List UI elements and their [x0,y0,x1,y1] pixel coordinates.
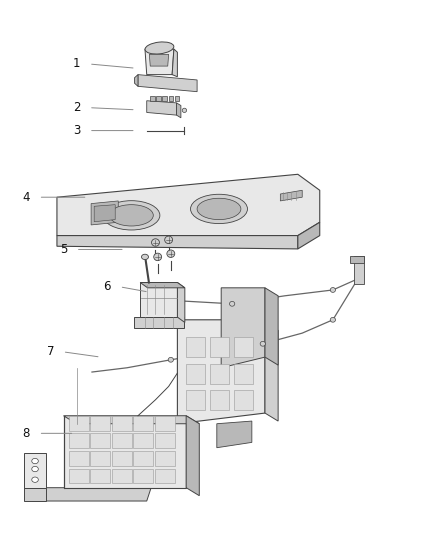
Ellipse shape [260,341,265,346]
Polygon shape [172,49,177,77]
Polygon shape [175,96,179,101]
Polygon shape [265,320,278,421]
Polygon shape [186,416,199,496]
Bar [69,469,89,483]
Bar [210,364,229,384]
Polygon shape [57,236,298,249]
Ellipse shape [197,198,241,220]
Ellipse shape [110,205,153,226]
Polygon shape [177,320,265,424]
Ellipse shape [141,254,148,260]
Text: 2: 2 [73,101,81,114]
Polygon shape [350,256,364,263]
Polygon shape [354,256,364,284]
Text: 6: 6 [103,280,111,293]
Polygon shape [177,282,185,322]
Bar [186,364,205,384]
Text: 1: 1 [73,58,81,70]
Bar [69,416,89,431]
Polygon shape [169,96,173,101]
Bar [112,451,132,466]
Polygon shape [217,421,252,448]
Polygon shape [149,54,169,66]
Polygon shape [162,96,167,101]
Ellipse shape [330,317,336,322]
Bar [112,433,132,448]
Polygon shape [140,282,177,317]
Bar [90,433,110,448]
Ellipse shape [32,458,38,464]
Bar [155,469,175,483]
Ellipse shape [182,108,187,112]
Polygon shape [221,288,265,368]
Polygon shape [265,288,278,365]
Polygon shape [33,488,151,501]
Polygon shape [138,75,197,92]
Polygon shape [145,49,174,75]
Bar [155,433,175,448]
Polygon shape [24,453,46,488]
Ellipse shape [152,239,159,246]
Polygon shape [134,75,138,86]
Polygon shape [94,205,115,222]
Bar [155,451,175,466]
Bar [112,469,132,483]
Ellipse shape [191,194,247,223]
Bar [69,433,89,448]
Text: 7: 7 [46,345,54,358]
Ellipse shape [145,42,174,54]
Ellipse shape [168,357,173,362]
Polygon shape [140,282,185,288]
Bar [133,416,153,431]
Bar [90,469,110,483]
Bar [112,416,132,431]
Polygon shape [64,416,199,424]
Polygon shape [64,416,186,488]
Bar [133,451,153,466]
Polygon shape [91,201,118,225]
Polygon shape [280,190,302,201]
Polygon shape [57,174,320,236]
Ellipse shape [103,200,160,230]
Ellipse shape [32,466,38,472]
Polygon shape [177,103,181,118]
Ellipse shape [154,253,162,261]
Polygon shape [150,96,155,101]
Bar [186,337,205,357]
Bar [133,469,153,483]
Polygon shape [156,96,161,101]
Bar [155,416,175,431]
Bar [234,337,253,357]
Text: 5: 5 [60,243,67,256]
Ellipse shape [230,302,235,306]
Ellipse shape [165,236,173,244]
Bar [69,451,89,466]
Bar [210,337,229,357]
Bar [90,451,110,466]
Bar [234,364,253,384]
Polygon shape [147,101,177,115]
Polygon shape [298,222,320,249]
Bar [210,390,229,410]
Text: 8: 8 [23,427,30,440]
Ellipse shape [330,288,336,292]
Text: 3: 3 [73,124,80,137]
Polygon shape [134,317,184,328]
Ellipse shape [167,250,175,257]
Bar [186,390,205,410]
Text: 4: 4 [22,191,30,204]
Bar [234,390,253,410]
Ellipse shape [32,477,38,482]
Bar [90,416,110,431]
Polygon shape [24,488,46,501]
Bar [133,433,153,448]
